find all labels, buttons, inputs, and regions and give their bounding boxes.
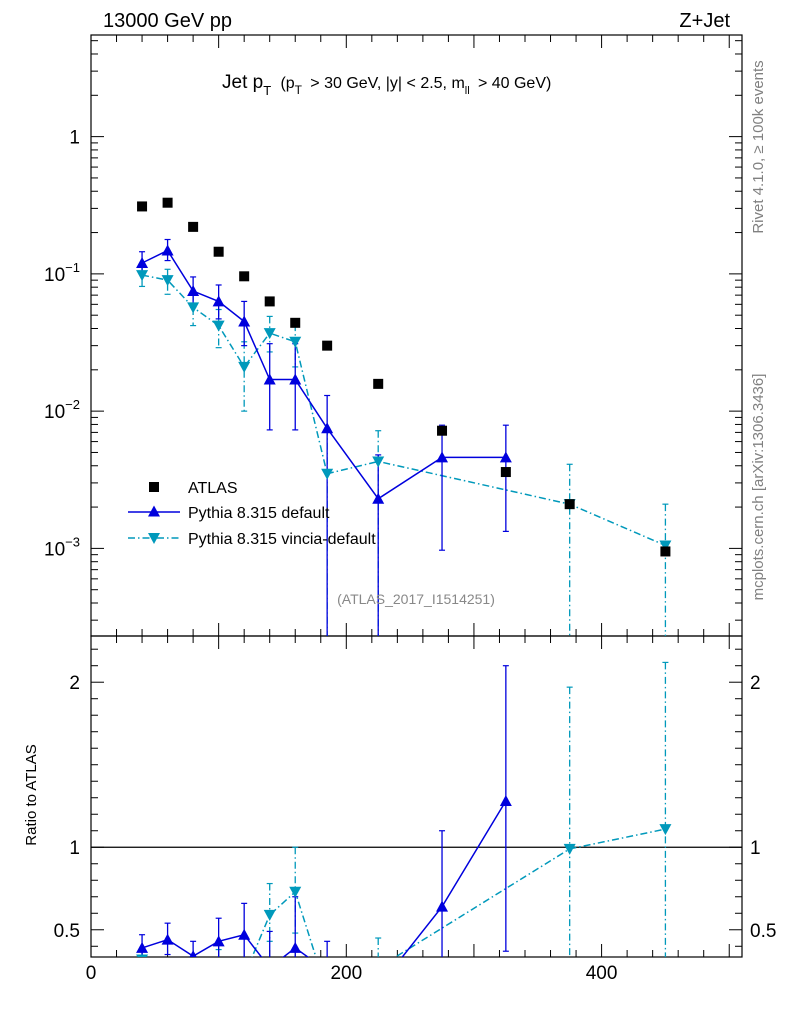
default-point <box>238 315 251 327</box>
ratio-default-point <box>189 950 197 957</box>
vincia-point <box>238 361 251 373</box>
ratio-default-point <box>499 795 512 807</box>
ratio-y-tick-label-right: 2 <box>750 673 761 694</box>
ratio-default-point <box>136 941 149 953</box>
ratio-default-point <box>372 982 384 993</box>
atlas-point <box>188 221 199 232</box>
default-point <box>212 295 225 307</box>
main-axes: 1 10−1 10−2 10−3 <box>44 35 742 636</box>
ratio-vincia-point <box>659 824 672 836</box>
atlas-point <box>660 546 671 557</box>
ratio-vincia-point <box>321 987 333 998</box>
main-data-layer <box>136 197 672 636</box>
atlas-point <box>290 317 301 328</box>
ratio-default-point <box>436 900 449 912</box>
process-label: Z+Jet <box>679 10 730 32</box>
analysis-watermark: (ATLAS_2017_I1514251) <box>337 591 495 607</box>
ratio-y-tick-label-left: 1 <box>69 838 80 859</box>
default-point <box>436 451 449 463</box>
default-point <box>372 492 385 504</box>
x-tick-label: 0 <box>86 963 97 984</box>
energy-label: 13000 GeV pp <box>103 10 232 32</box>
ratio-vincia-point <box>213 959 225 970</box>
y-tick-label: 10−3 <box>44 534 80 560</box>
ratio-vincia-point <box>187 964 199 975</box>
ratio-ylabel: Ratio to ATLAS <box>23 744 40 845</box>
ratio-panel-frame <box>90 635 743 958</box>
default-point <box>136 257 149 269</box>
y-tick-label: 10−2 <box>44 397 80 423</box>
ratio-default-point <box>289 941 302 953</box>
vincia-point <box>321 468 334 480</box>
vincia-point <box>372 456 385 468</box>
default-point <box>161 244 174 256</box>
vincia-point <box>161 275 174 287</box>
y-tick-label: 10−1 <box>44 260 80 286</box>
default-point <box>499 451 512 463</box>
atlas-point <box>137 201 148 212</box>
legend-default-marker <box>148 505 160 517</box>
ratio-default-point <box>264 962 276 973</box>
ratio-y-tick-label-left: 0.5 <box>54 921 80 942</box>
rivet-version-label: Rivet 4.1.0, ≥ 100k events <box>750 60 767 233</box>
ratio-vincia-point <box>162 963 174 974</box>
atlas-point <box>322 340 333 351</box>
x-tick-label: 200 <box>330 963 362 984</box>
ratio-vincia-point <box>263 909 276 921</box>
ratio-default-point <box>161 933 174 945</box>
atlas-point <box>239 271 250 282</box>
ratio-vincia-point <box>136 954 149 957</box>
atlas-point <box>162 197 173 208</box>
vincia-point <box>659 540 672 552</box>
vincia-point <box>187 302 200 314</box>
vincia-point <box>212 320 225 332</box>
legend-vincia-label: Pythia 8.315 vincia-default <box>188 531 376 548</box>
atlas-point <box>564 499 575 510</box>
vincia-point <box>289 336 302 348</box>
default-point <box>321 422 334 434</box>
ratio-default-point <box>238 928 251 940</box>
atlas-point <box>437 425 448 436</box>
vincia-point <box>263 328 276 340</box>
ratio-data-layer <box>136 661 672 998</box>
legend: ATLAS Pythia 8.315 default Pythia 8.315 … <box>128 480 376 548</box>
ratio-y-tick-label-right: 0.5 <box>750 921 776 942</box>
mcplots-label: mcplots.cern.ch [arXiv:1306.3436] <box>750 374 767 601</box>
plot-title: Jet pT (pT > 30 GeV, |y| < 2.5, mll > 40… <box>222 72 551 100</box>
default-point <box>187 285 200 297</box>
legend-atlas-marker <box>149 482 159 492</box>
ratio-default-line <box>141 800 507 957</box>
atlas-point <box>373 378 384 389</box>
ratio-vincia-point <box>238 971 250 982</box>
y-tick-label: 1 <box>69 128 80 149</box>
ratio-vincia-point <box>289 886 302 898</box>
ratio-y-tick-label-left: 2 <box>69 673 80 694</box>
atlas-point <box>500 467 511 478</box>
default-point <box>289 373 302 385</box>
ratio-axes: 0.5 0.5 1 1 2 2 0 200 400 <box>54 636 776 984</box>
vincia-point <box>136 270 149 282</box>
x-tick-label: 400 <box>586 963 618 984</box>
legend-vincia-marker <box>148 533 160 544</box>
ratio-default-point <box>212 935 225 947</box>
ratio-y-tick-label-right: 1 <box>750 838 761 859</box>
ratio-vincia-point <box>563 843 576 855</box>
atlas-point <box>264 296 275 307</box>
default-point <box>263 373 276 385</box>
ratio-vincia-point <box>372 963 384 974</box>
legend-default-label: Pythia 8.315 default <box>188 505 330 522</box>
legend-atlas-label: ATLAS <box>188 480 238 497</box>
atlas-point <box>213 246 224 257</box>
